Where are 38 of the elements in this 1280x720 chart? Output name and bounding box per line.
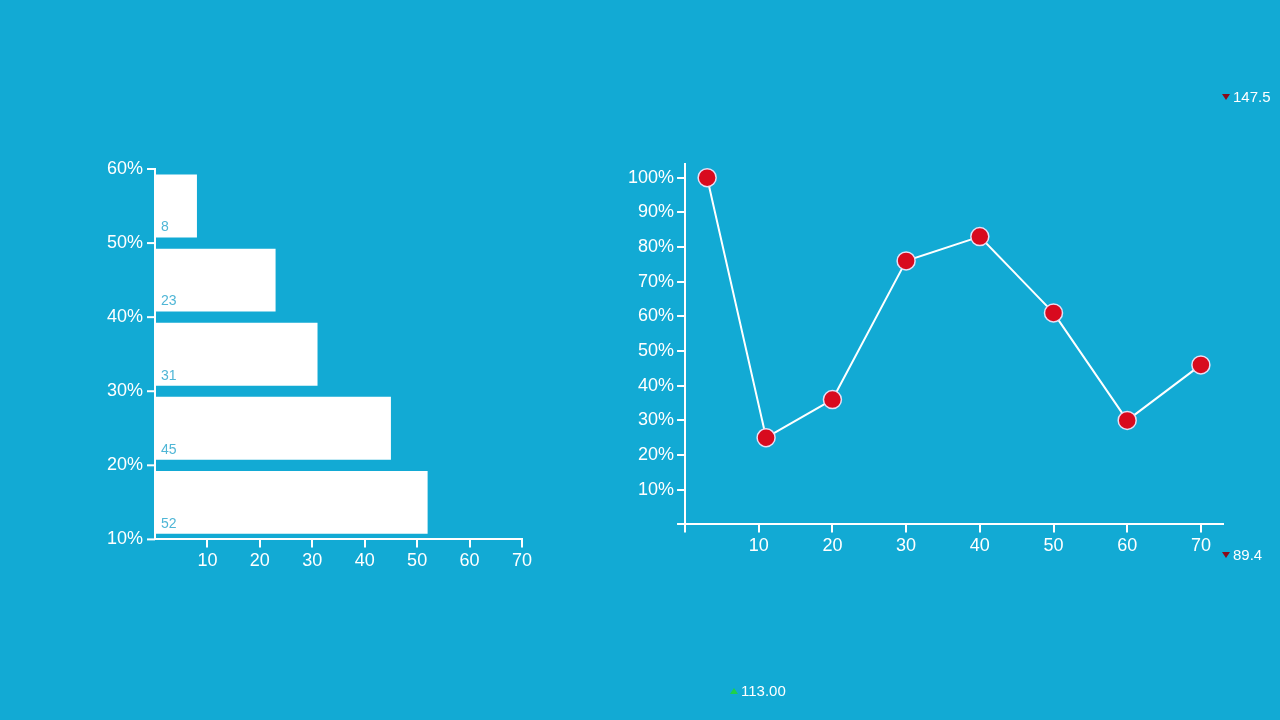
x-tick-label: 70 bbox=[1190, 535, 1211, 556]
x-tick-label: 50 bbox=[1043, 535, 1064, 556]
y-tick-label: 90% bbox=[638, 201, 675, 222]
x-tick-label: 30 bbox=[302, 550, 323, 571]
x-tick-label: 40 bbox=[354, 550, 375, 571]
x-tick-label: 20 bbox=[822, 535, 843, 556]
x-tick-label: 70 bbox=[511, 550, 532, 571]
data-label: 45 bbox=[161, 440, 177, 457]
text: 147.5 bbox=[1233, 88, 1271, 105]
text: 60% bbox=[106, 157, 143, 178]
text: 30% bbox=[106, 380, 143, 401]
x-tick-label: 60 bbox=[459, 550, 480, 571]
x-tick-label: 40 bbox=[969, 535, 990, 556]
text: 40% bbox=[106, 306, 143, 327]
x-tick-label: 30 bbox=[896, 535, 917, 556]
y-tick-label: 10% bbox=[638, 478, 675, 499]
y-tick-label: 100% bbox=[627, 166, 675, 187]
data-label: 8 bbox=[161, 218, 169, 235]
y-tick-label: 80% bbox=[638, 235, 675, 256]
data-label: 23 bbox=[161, 292, 177, 309]
x-tick-label: 60 bbox=[1117, 535, 1138, 556]
text: 89.4 bbox=[1233, 546, 1263, 563]
y-tick-label: 60% bbox=[638, 305, 675, 326]
y-tick-label: 50% bbox=[638, 340, 675, 360]
y-tick-label: 30% bbox=[638, 409, 675, 430]
x-tick-label: 10 bbox=[748, 535, 769, 556]
y-tick-label: 70% bbox=[638, 270, 675, 291]
text: 20% bbox=[106, 454, 143, 475]
y-tick-label: 40% bbox=[638, 374, 675, 395]
text: 10% bbox=[106, 528, 143, 549]
y-tick-label: 20% bbox=[638, 444, 675, 465]
text: 50% bbox=[106, 232, 143, 253]
x-tick-label: 10 bbox=[197, 550, 218, 571]
data-label: 52 bbox=[161, 514, 177, 531]
x-tick-label: 50 bbox=[407, 550, 428, 571]
x-tick-label: 20 bbox=[249, 550, 270, 571]
text: 113.00 bbox=[741, 682, 786, 699]
data-label: 31 bbox=[161, 366, 177, 383]
